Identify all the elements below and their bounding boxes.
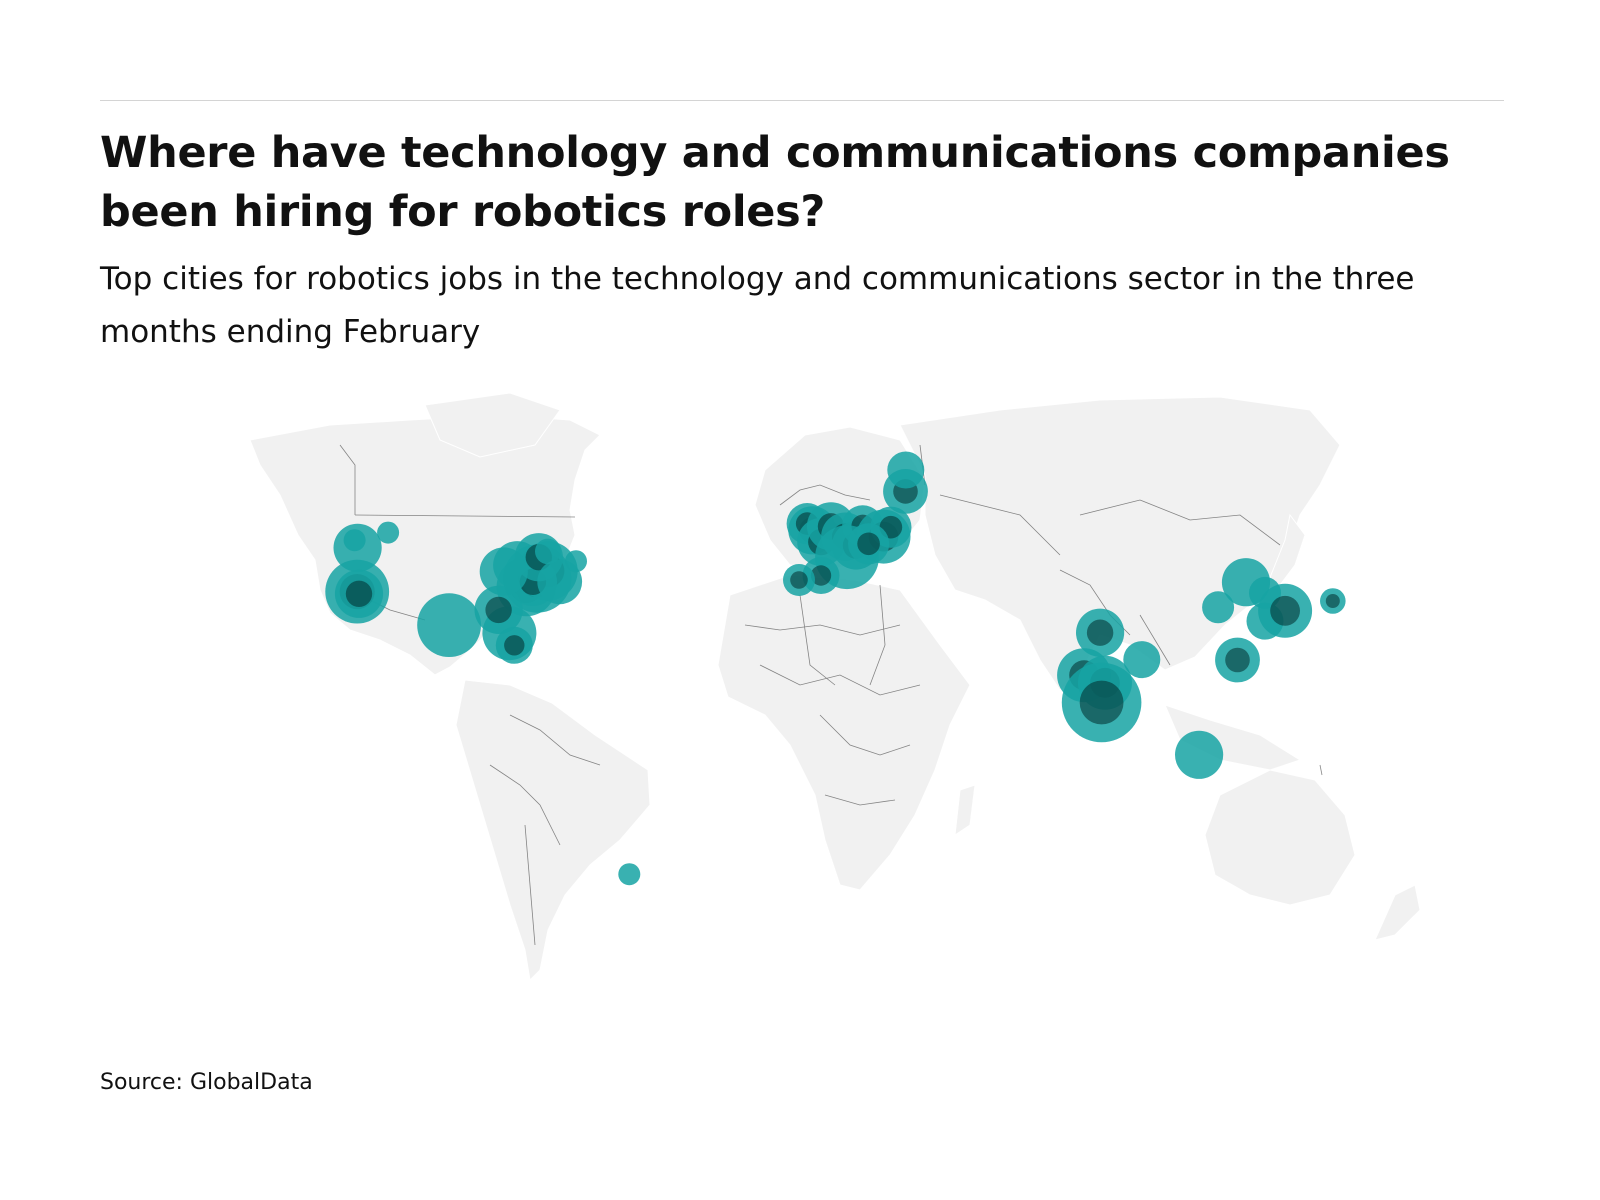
city-bubble-core-35 [1086,619,1114,646]
city-bubble-core-15 [485,596,512,624]
greenland-landmass [424,392,561,458]
city-bubble-core-45 [1270,595,1300,626]
city-bubble-2 [377,521,400,544]
city-bubble-core-47 [1325,594,1340,608]
city-bubble-43 [1202,591,1235,624]
chart-title: Where have technology and communications… [100,128,1450,237]
city-bubble-1 [343,529,366,552]
city-bubble-core-4 [345,580,373,607]
city-bubble-core-28 [810,565,832,586]
city-bubble-33 [887,451,925,489]
top-rule [100,100,1504,101]
city-bubble-19 [618,863,641,886]
city-bubble-18 [565,550,587,573]
city-bubble-core-7 [504,635,525,656]
country-borders [339,444,1323,946]
australia-landmass [1204,769,1356,906]
world-bubble-map [249,392,1421,982]
source-note: Source: GlobalData [100,1070,313,1095]
city-bubble-core-46 [1225,647,1250,673]
chart-subtitle: Top cities for robotics jobs in the tech… [100,261,1415,350]
africa-landmass [717,574,971,891]
city-bubble-core-34 [857,532,880,556]
bubble-layer [325,451,1346,886]
city-bubble-core-29 [790,571,808,589]
city-bubble-5 [417,593,481,657]
city-bubble-14 [479,547,528,596]
city-bubble-core-38 [1079,680,1124,725]
new-zealand-landmass [1374,884,1421,941]
city-bubble-39 [1123,641,1161,679]
city-bubble-40 [1175,730,1224,779]
madagascar-landmass [954,784,976,837]
city-bubble-17 [535,538,561,565]
land-layer [249,392,1421,982]
south-america-landmass [455,679,651,982]
